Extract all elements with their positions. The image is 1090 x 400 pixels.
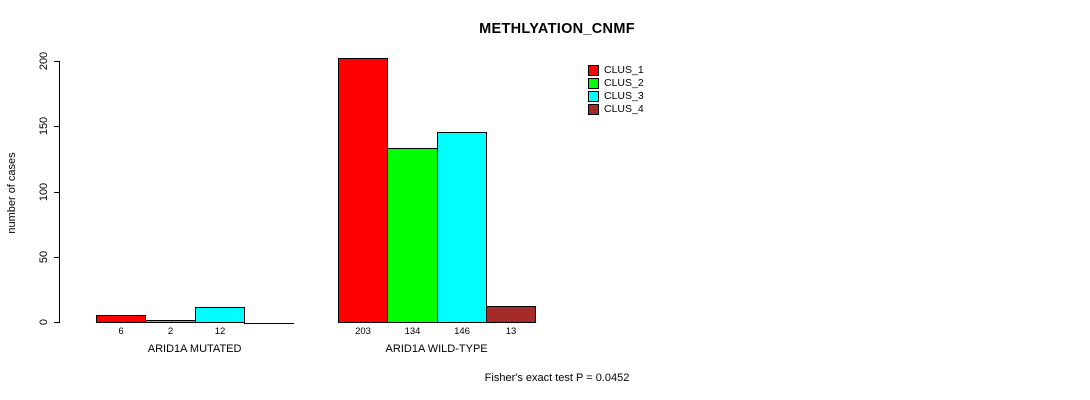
bar-CLUS_4-zero — [244, 323, 294, 324]
x-group-label-1: ARID1A MUTATED — [147, 343, 242, 355]
bar-CLUS_2-arid1a-wild-type — [387, 148, 438, 323]
bar-value-label: 13 — [505, 326, 517, 337]
bar-CLUS_1-arid1a-mutated — [96, 315, 146, 323]
bar-CLUS_1-arid1a-wild-type — [338, 58, 388, 323]
bar-CLUS_2-arid1a-mutated — [145, 320, 196, 323]
x-group-label-2: ARID1A WILD-TYPE — [385, 343, 488, 355]
bar-value-label: 203 — [355, 326, 371, 337]
y-axis-tick-label: 150 — [38, 116, 50, 136]
bar-value-label: 2 — [167, 326, 174, 337]
legend-swatch-CLUS_4 — [588, 104, 599, 115]
bar-CLUS_3-arid1a-mutated — [195, 307, 245, 323]
legend-label: CLUS_3 — [604, 90, 644, 102]
bar-value-label: 146 — [454, 326, 470, 337]
legend-label: CLUS_1 — [604, 64, 644, 76]
y-axis-tick-label: 0 — [38, 318, 50, 326]
y-axis-tick — [54, 61, 59, 62]
y-axis-tick-label: 200 — [38, 51, 50, 71]
legend-label: CLUS_2 — [604, 77, 644, 89]
bar-CLUS_4-arid1a-wild-type — [486, 306, 536, 323]
bar-value-label: 6 — [118, 326, 124, 337]
y-axis-tick — [54, 192, 59, 193]
legend-label: CLUS_4 — [604, 103, 644, 115]
bar-value-label: 134 — [404, 326, 421, 337]
chart-title: METHLYATION_CNMF — [479, 21, 635, 37]
y-axis-tick — [54, 257, 59, 258]
y-axis-tick — [54, 322, 59, 323]
y-axis-title: number of cases — [6, 152, 18, 234]
bar-value-label: 12 — [214, 326, 226, 337]
y-axis-line — [59, 61, 60, 323]
y-axis-tick-label: 100 — [38, 182, 50, 202]
bar-CLUS_3-arid1a-wild-type — [437, 132, 487, 323]
y-axis-tick-label: 50 — [38, 250, 50, 264]
legend-swatch-CLUS_3 — [588, 91, 599, 102]
y-axis-tick — [54, 126, 59, 127]
legend-swatch-CLUS_2 — [588, 78, 599, 89]
fisher-test-annotation: Fisher's exact test P = 0.0452 — [484, 372, 630, 384]
legend-swatch-CLUS_1 — [588, 65, 599, 76]
